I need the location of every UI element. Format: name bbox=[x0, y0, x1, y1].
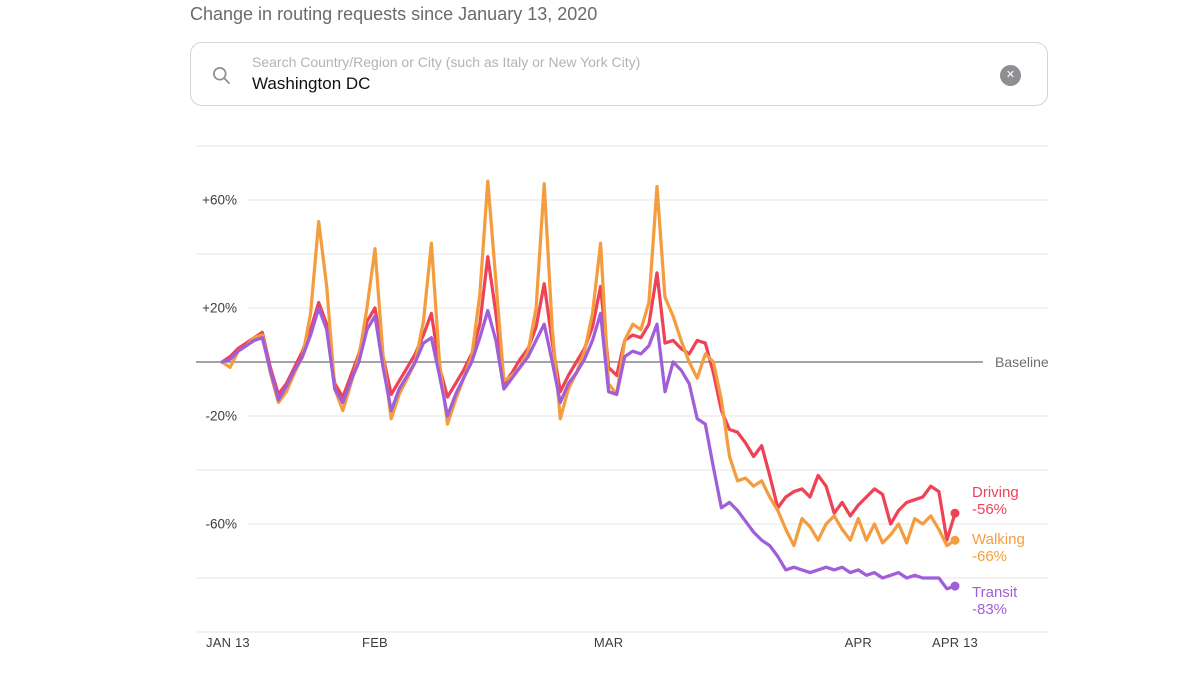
y-axis-label: -20% bbox=[205, 409, 237, 424]
x-axis-label: FEB bbox=[362, 635, 388, 650]
mobility-chart-svg: +60% +20% Baseline -20% -60% JAN 13 FEB MAR APR A… bbox=[196, 145, 1049, 650]
x-axis-label: MAR bbox=[594, 635, 624, 650]
y-axis-label: +20% bbox=[202, 301, 237, 316]
x-axis-label: APR 13 bbox=[932, 635, 978, 650]
walking-series-value: -66% bbox=[972, 548, 1007, 565]
driving-series-value: -56% bbox=[972, 501, 1007, 518]
close-icon: ✕ bbox=[1005, 69, 1016, 81]
routing-requests-chart: +60% +20% Baseline -20% -60% JAN 13 FEB MAR APR A… bbox=[188, 140, 1060, 660]
walking-series-label: Walking bbox=[972, 531, 1025, 548]
x-axis-label: JAN 13 bbox=[206, 635, 250, 650]
driving-end-dot bbox=[950, 508, 960, 518]
search-input[interactable] bbox=[252, 74, 952, 94]
walking-line bbox=[220, 179, 957, 548]
y-axis-label: +60% bbox=[202, 193, 237, 208]
transit-series-label: Transit bbox=[972, 584, 1018, 601]
transit-end-dot bbox=[950, 581, 960, 591]
y-axis-label: -60% bbox=[205, 517, 237, 532]
x-axis-label: APR bbox=[845, 635, 872, 650]
baseline-label: Baseline bbox=[995, 354, 1049, 370]
search-field[interactable]: Search Country/Region or City (such as I… bbox=[190, 42, 1048, 106]
page-title: Change in routing requests since January… bbox=[190, 4, 598, 24]
transit-line bbox=[220, 306, 957, 591]
search-placeholder-label: Search Country/Region or City (such as I… bbox=[252, 54, 641, 70]
driving-series-label: Driving bbox=[972, 484, 1019, 501]
clear-search-button[interactable]: ✕ bbox=[1000, 65, 1021, 86]
search-icon bbox=[213, 67, 230, 84]
driving-line bbox=[220, 255, 957, 542]
walking-end-dot bbox=[950, 535, 960, 545]
transit-series-value: -83% bbox=[972, 601, 1007, 618]
